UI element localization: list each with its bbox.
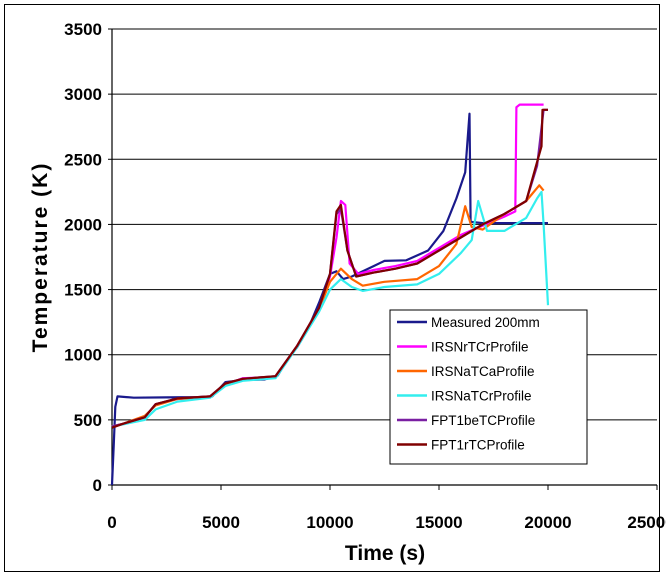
y-tick-label: 0 [93,476,102,495]
x-tick-label: 25000 [627,513,666,532]
axes [111,29,658,490]
x-axis-title: Time (s) [345,542,425,565]
y-tick-labels: 0 500 1000 1500 2000 2500 3000 3500 [64,20,102,495]
x-tick-label: 20000 [524,513,571,532]
y-tick-label: 3500 [64,20,102,39]
series-line-4 [111,190,550,428]
x-tick-label: 0 [107,513,116,532]
legend-label-3: IRSNaTCaProfile [431,364,535,379]
y-tick-label: 1500 [64,281,102,300]
legend-label-6: FPT1rTCProfile [431,438,525,453]
y-tick-label: 1000 [64,346,102,365]
legend-label-2: IRSNrTCrProfile [431,340,529,355]
legend-label-4: IRSNaTCrProfile [431,389,532,404]
x-tick-label: 10000 [306,513,353,532]
legend-label-1: Measured 200mm [431,315,540,330]
x-tick-label: 15000 [415,513,462,532]
x-tick-label: 5000 [202,513,240,532]
y-tick-label: 3000 [64,85,102,104]
x-tick-labels: 0 5000 10000 15000 20000 25000 [107,513,666,532]
y-tick-label: 500 [74,411,102,430]
series-line-6 [111,108,548,429]
y-tick-label: 2000 [64,215,102,234]
series-lines [110,103,550,486]
legend-label-5: FPT1beTCProfile [431,413,535,428]
legend-box [389,309,588,465]
legend: Measured 200mm IRSNrTCrProfile IRSNaTCaPro… [389,309,588,465]
y-axis-title: Temperature (K) [29,162,52,353]
y-tick-label: 2500 [64,150,102,169]
